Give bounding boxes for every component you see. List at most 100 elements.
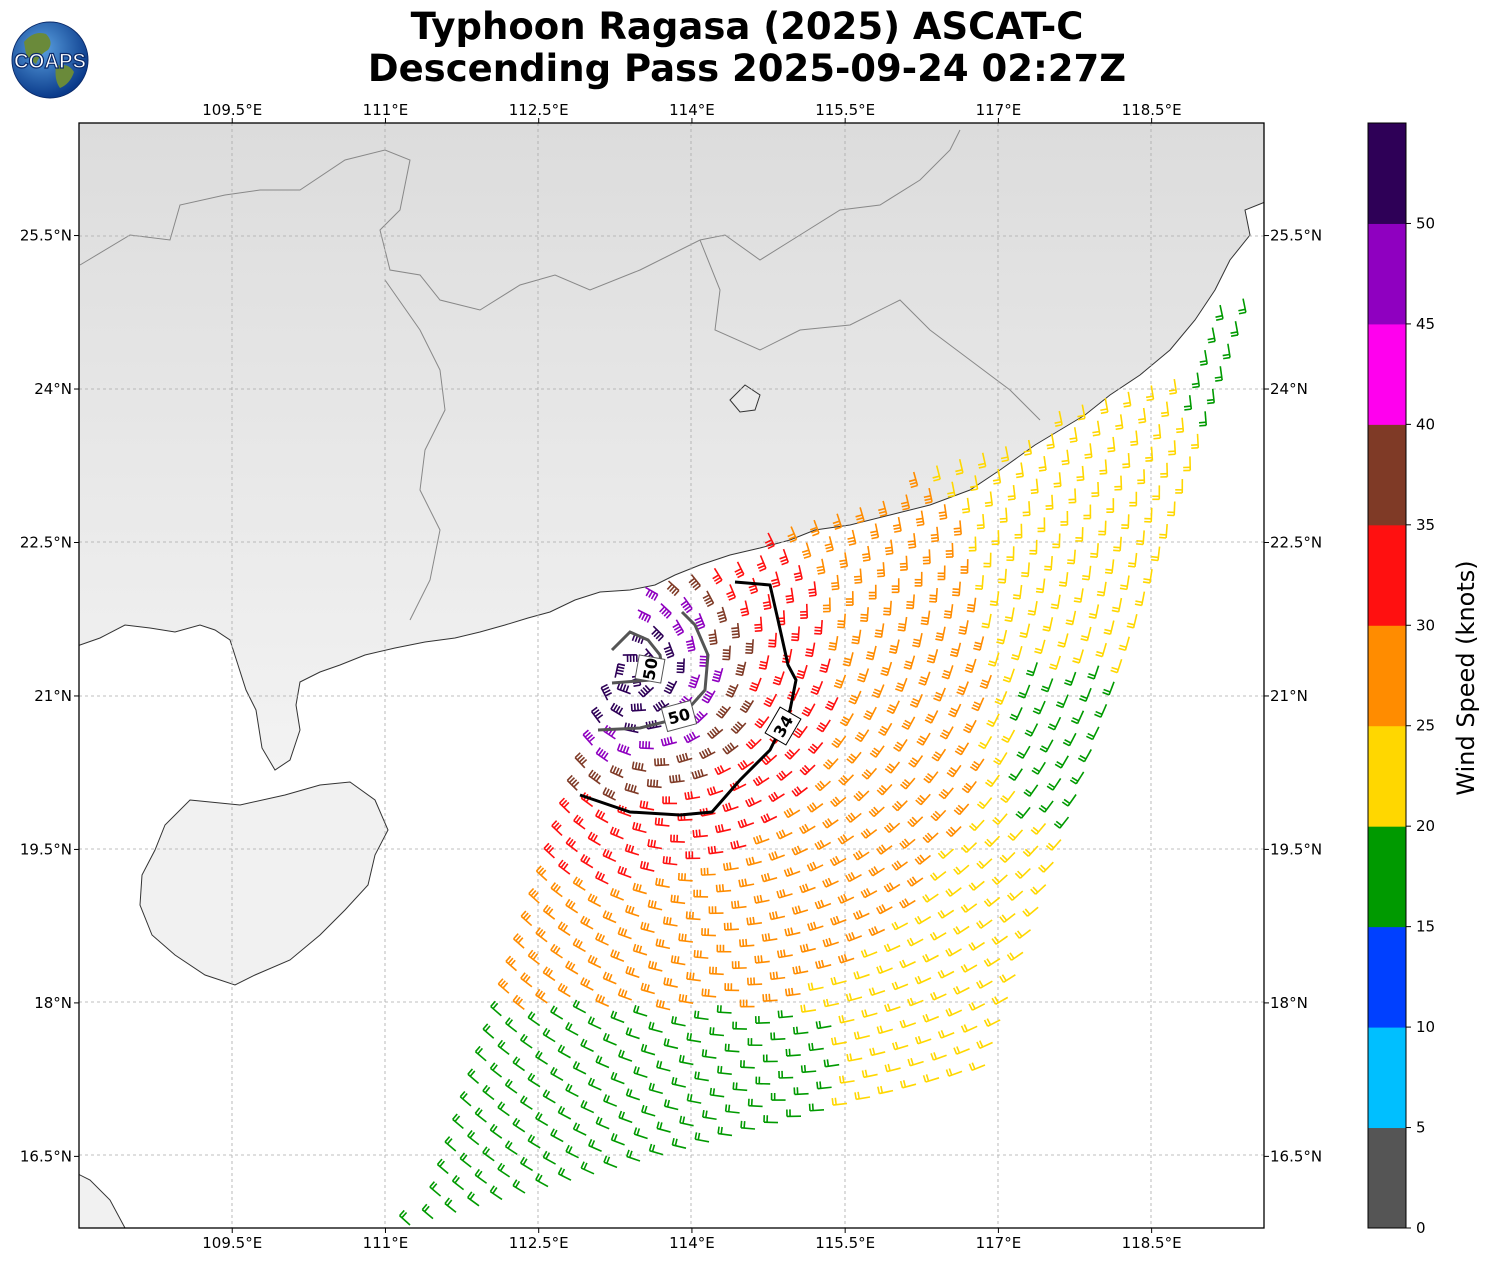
- wind-barb: [1087, 665, 1100, 680]
- wind-barb: [946, 764, 962, 778]
- wind-barb: [1079, 687, 1092, 702]
- wind-barb: [768, 911, 786, 921]
- wind-barb: [685, 851, 701, 860]
- wind-barb: [953, 520, 962, 536]
- wind-barb: [784, 748, 801, 760]
- map-frame: [78, 122, 1265, 1229]
- wind-barb: [648, 1021, 663, 1033]
- wind-barb: [1061, 449, 1070, 466]
- wind-barb: [535, 1050, 548, 1065]
- wind-barb: [930, 1052, 947, 1061]
- wind-barb: [688, 674, 701, 689]
- wind-barb: [625, 966, 640, 979]
- wind-barb: [1015, 806, 1031, 819]
- wind-barb: [662, 796, 678, 805]
- wind-barb: [838, 774, 855, 786]
- wind-barb: [976, 513, 985, 530]
- wind-barb: [732, 1021, 747, 1030]
- wind-barb: [979, 674, 992, 690]
- wind-barb: [1044, 555, 1053, 571]
- wind-barb: [863, 706, 877, 721]
- wind-barb: [999, 851, 1016, 863]
- wind-barb: [853, 790, 870, 802]
- wind-barb: [791, 786, 808, 797]
- wind-barb: [892, 516, 902, 533]
- wind-barb: [991, 996, 1009, 1005]
- wind-barb: [860, 607, 869, 623]
- wind-barb: [868, 866, 885, 877]
- wind-barb: [595, 1116, 610, 1130]
- axis-ticks: 109.5°E 109.5°E 111°E 111°E 112.5°E 112.5°E 11…: [20, 101, 1322, 1252]
- wind-barb: [1130, 430, 1139, 446]
- wind-barb: [1035, 578, 1046, 594]
- wind-barb: [557, 982, 571, 998]
- wind-barb: [883, 600, 892, 616]
- wind-barb: [1107, 436, 1116, 453]
- wind-barb: [600, 683, 613, 701]
- wind-barb: [550, 882, 563, 898]
- wind-barb: [830, 976, 847, 986]
- wind-barb: [833, 674, 847, 689]
- wind-barb: [968, 1062, 986, 1072]
- wind-barb: [602, 910, 617, 924]
- wind-barb: [1088, 604, 1100, 619]
- lon-tick-top: 109.5°E: [202, 101, 262, 119]
- wind-barb: [776, 889, 793, 899]
- wind-barb: [740, 600, 750, 617]
- wind-barb: [1142, 569, 1153, 584]
- wind-barb: [543, 842, 555, 859]
- mainland-china: [79, 123, 1264, 771]
- wind-barb: [1075, 527, 1084, 542]
- wind-barb: [999, 507, 1008, 523]
- wind-barb: [542, 1150, 556, 1165]
- wind-barb: [1198, 411, 1208, 427]
- wind-barb: [1069, 771, 1085, 785]
- wind-barb: [846, 751, 862, 764]
- wind-barb: [1206, 388, 1215, 405]
- wind-barb: [595, 993, 610, 1008]
- wind-barb: [908, 755, 924, 768]
- wind-barb: [768, 632, 777, 648]
- wind-barb: [968, 880, 985, 891]
- wind-barb: [884, 761, 901, 774]
- wind-barb: [839, 552, 849, 569]
- wind-barb: [884, 1003, 901, 1013]
- wind-barb: [459, 1152, 472, 1168]
- wind-barb: [1081, 565, 1092, 581]
- wind-barb: [723, 922, 739, 931]
- wind-barb: [637, 609, 652, 623]
- colorbar-label: Wind Speed (knots): [1452, 560, 1480, 796]
- wind-barb: [1090, 543, 1099, 558]
- wind-barb: [722, 802, 739, 813]
- wind-barb: [1207, 327, 1216, 344]
- wind-barb: [854, 1091, 871, 1101]
- lat-tick-left: 24°N: [34, 380, 72, 398]
- wind-barb: [791, 845, 809, 856]
- wind-barb: [931, 748, 947, 762]
- wind-barb: [876, 965, 893, 975]
- wind-barb: [945, 825, 962, 838]
- wind-barb: [752, 834, 770, 845]
- wind-barb: [1077, 404, 1086, 421]
- wind-barb: [1042, 617, 1054, 632]
- wind-barb: [655, 999, 671, 1011]
- lat-tick-right: 22.5°N: [1270, 533, 1322, 551]
- wind-barb: [971, 697, 985, 712]
- wind-barb: [625, 1027, 640, 1040]
- wind-barb: [822, 758, 839, 770]
- wind-barb: [1011, 645, 1023, 661]
- wind-barb: [694, 1071, 709, 1082]
- wind-barb: [761, 933, 778, 942]
- wind-barb: [1118, 636, 1130, 651]
- wind-barb: [992, 813, 1008, 826]
- wind-barb: [1031, 761, 1046, 775]
- wind-barb: [876, 844, 893, 855]
- wind-barb: [610, 702, 624, 718]
- wind-barb: [793, 1087, 809, 1096]
- wind-barb: [764, 532, 775, 550]
- wind-barb: [1076, 465, 1085, 482]
- lat-tick-right: 16.5°N: [1270, 1147, 1322, 1165]
- wind-barb: [587, 1016, 602, 1030]
- wind-barb: [444, 1136, 457, 1152]
- wind-barb: [862, 545, 871, 562]
